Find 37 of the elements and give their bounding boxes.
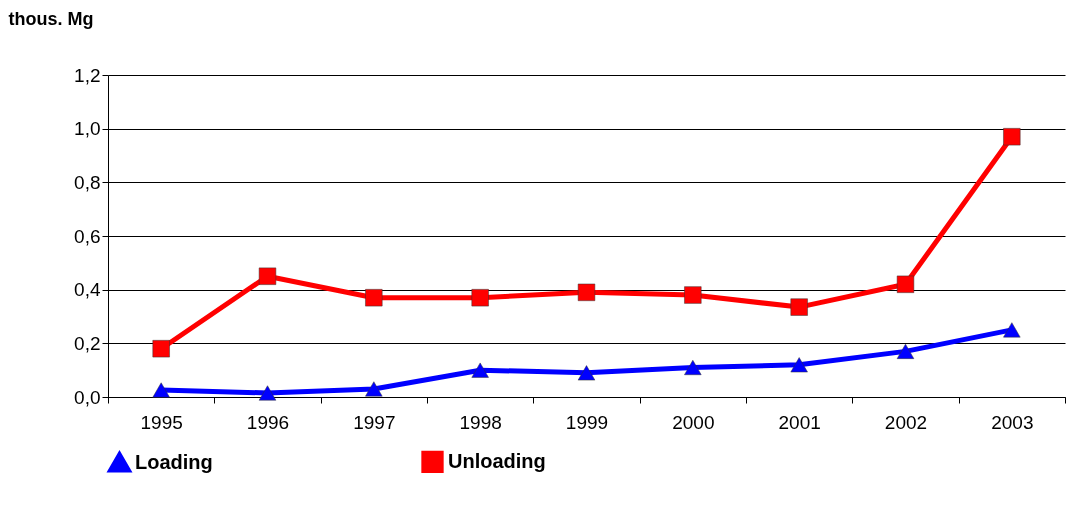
y-axis-title: thous. Mg <box>8 8 94 29</box>
point <box>258 385 277 401</box>
point <box>790 298 808 316</box>
x-tick-label: 1995 <box>140 411 183 433</box>
point <box>152 382 170 398</box>
point <box>1003 128 1021 146</box>
y-tick-label: 0,2 <box>74 332 101 354</box>
point <box>896 343 915 359</box>
y-tick-label: 1,2 <box>74 64 101 86</box>
y-tick-label: 0,4 <box>74 279 101 301</box>
point <box>684 359 702 375</box>
x-tick-label: 1999 <box>565 411 609 433</box>
x-tick-label: 2002 <box>884 411 928 433</box>
point <box>684 286 702 304</box>
x-tick-label: 2000 <box>672 411 715 433</box>
point <box>471 289 489 307</box>
point <box>1003 322 1021 338</box>
y-tick-label: 0,0 <box>74 386 101 408</box>
x-tick-label: 1997 <box>353 411 396 433</box>
x-tick-label: 1996 <box>246 411 290 433</box>
point <box>365 289 383 307</box>
x-tick-label: 2001 <box>778 411 821 433</box>
legend-label: Unloading <box>448 449 546 472</box>
point <box>152 340 170 358</box>
point <box>258 267 277 285</box>
y-tick-label: 0,6 <box>74 225 101 247</box>
point <box>790 357 808 373</box>
point <box>577 365 596 381</box>
point <box>365 381 383 397</box>
y-tick-label: 1,0 <box>74 118 101 140</box>
y-tick-label: 0,8 <box>74 171 101 193</box>
point <box>471 362 489 378</box>
x-tick-label: 1998 <box>459 411 502 433</box>
point <box>896 275 915 293</box>
legend-label: Loading <box>135 450 213 473</box>
point <box>577 283 596 301</box>
x-tick-label: 2003 <box>991 411 1034 433</box>
